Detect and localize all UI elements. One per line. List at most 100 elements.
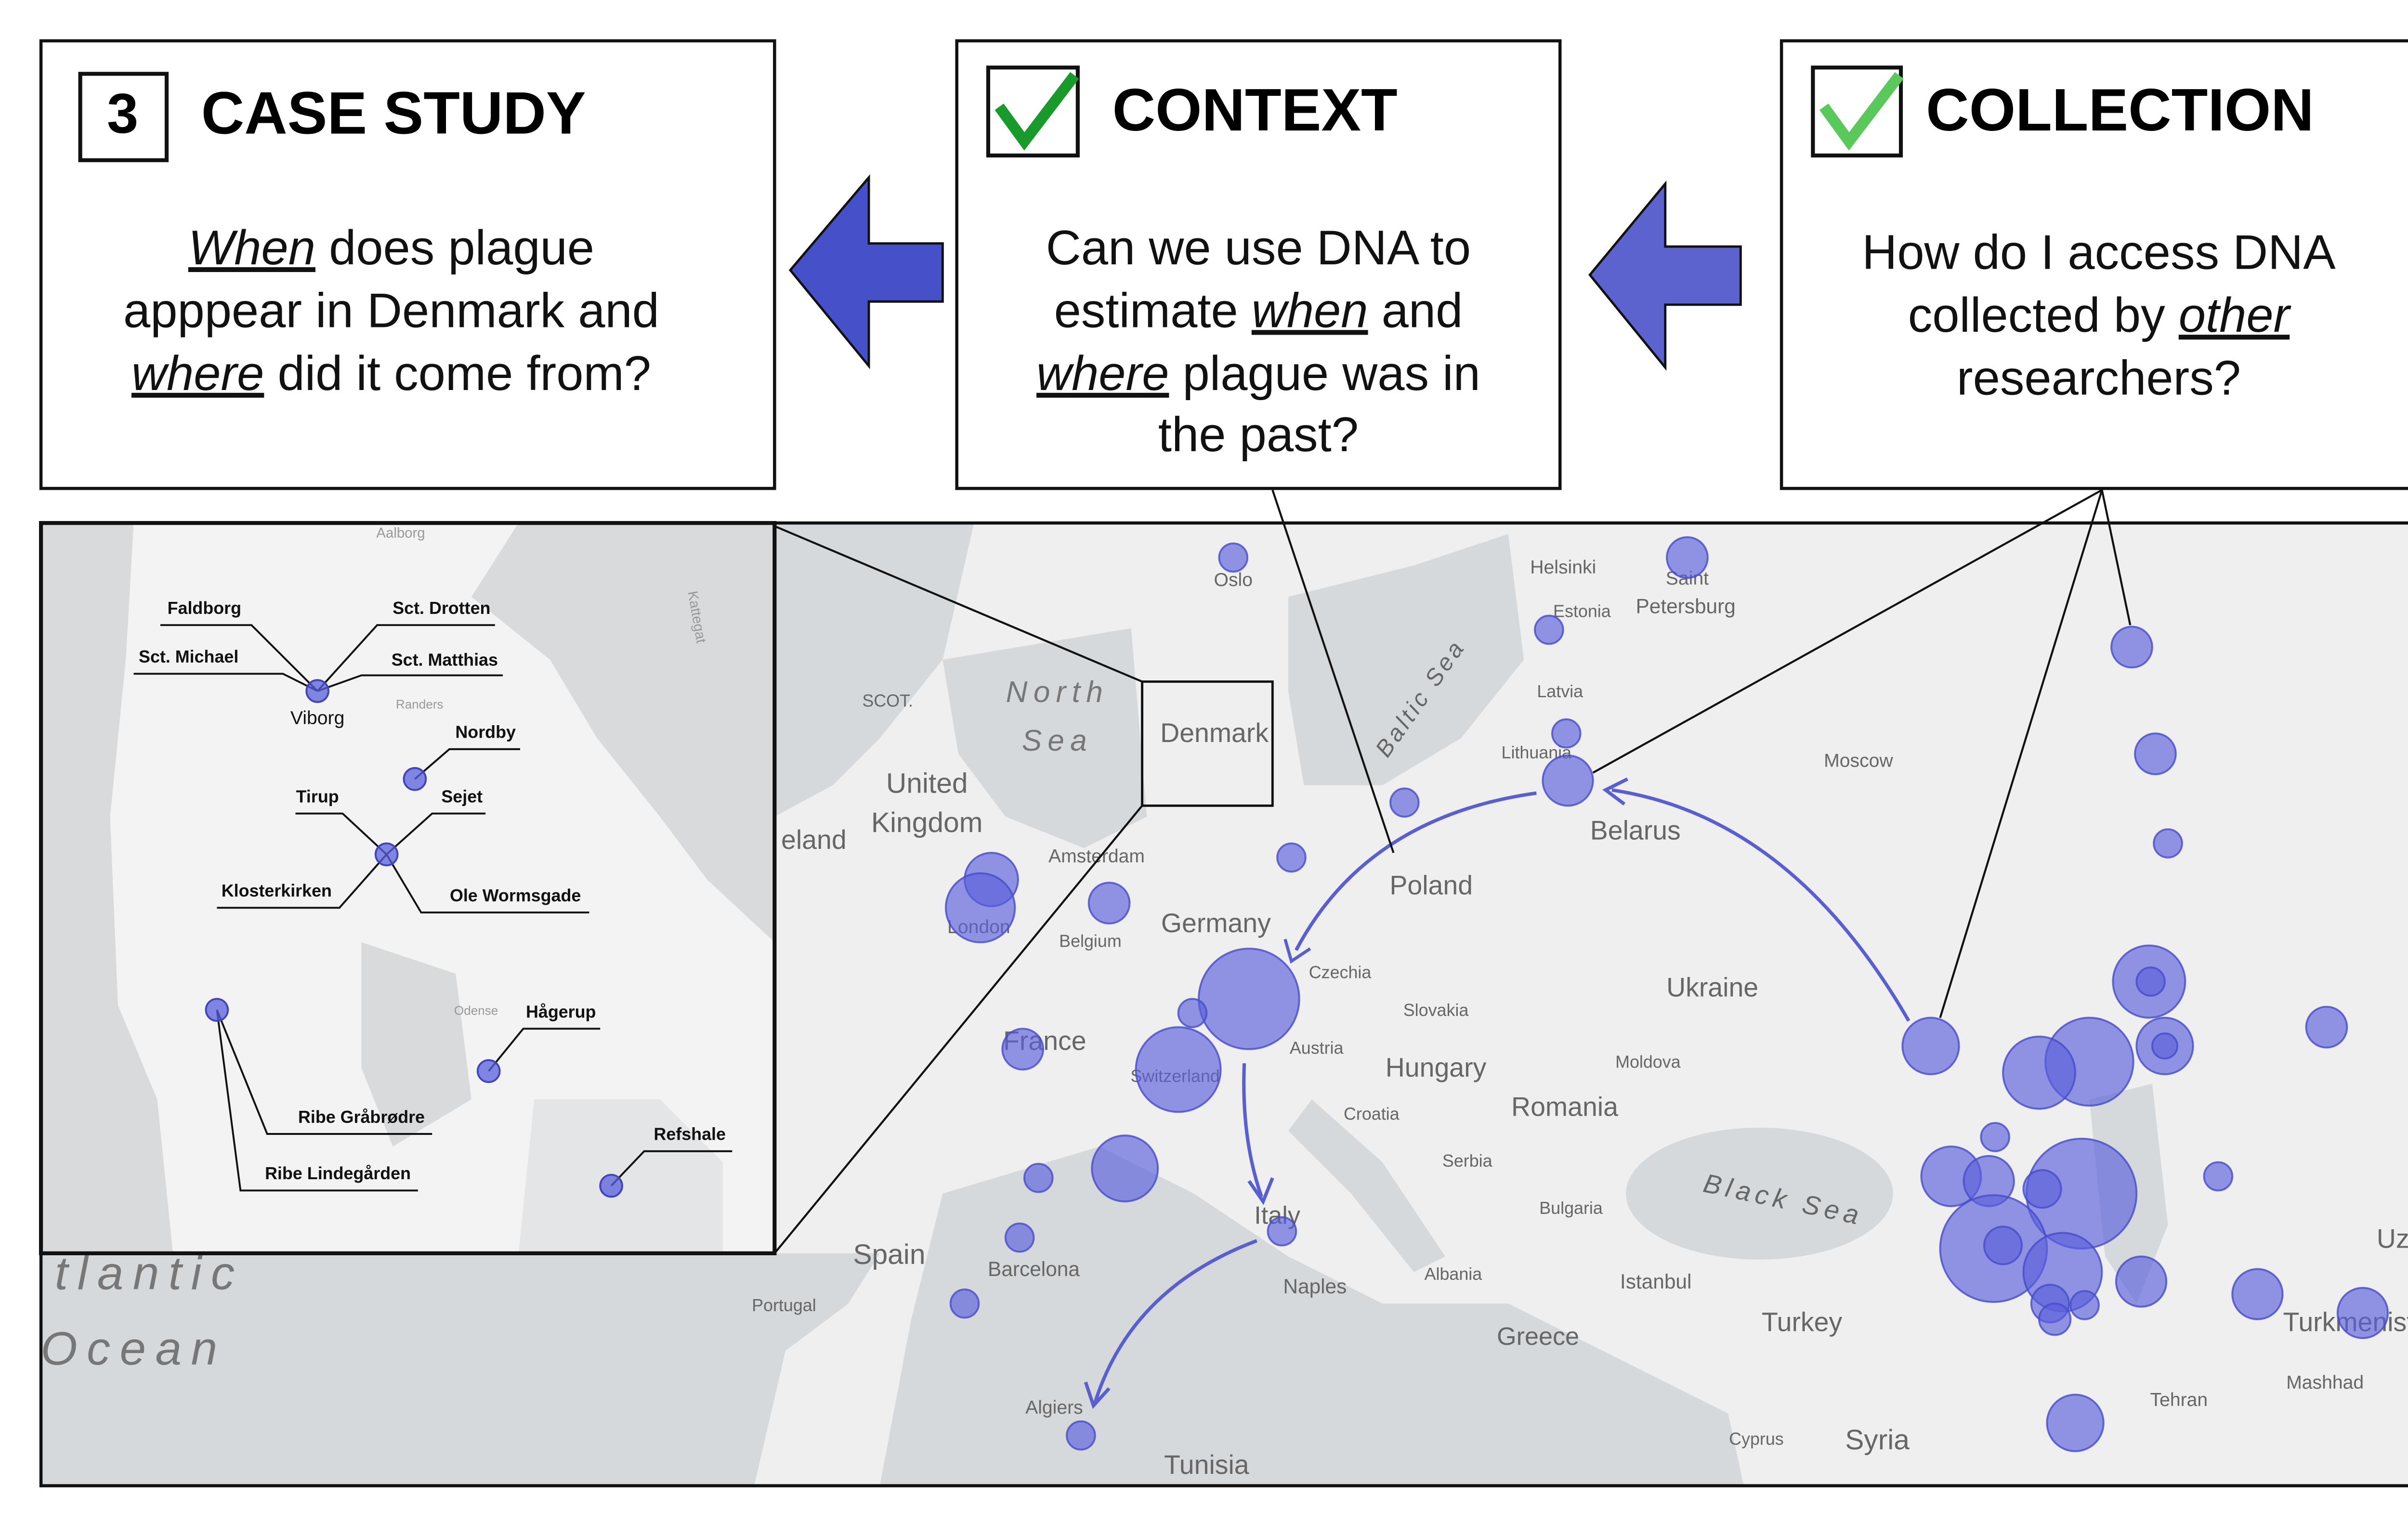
question-line: estimate when and (1054, 283, 1463, 338)
question-text: researchers? (1957, 351, 2241, 405)
map-label: Latvia (1537, 682, 1583, 701)
question-line: Can we use DNA to (1046, 221, 1471, 275)
map-label: Slovakia (1403, 1001, 1469, 1020)
sample-site (2069, 1290, 2100, 1320)
site-label: Sct. Matthias (392, 651, 498, 670)
question-text: when (1252, 283, 1368, 338)
sample-site (2038, 1302, 2072, 1336)
map-label: Albania (1425, 1264, 1482, 1284)
sample-site (1087, 882, 1131, 924)
sample-site (949, 1288, 980, 1319)
map-label: Estonia (1553, 602, 1611, 621)
sample-site (2305, 1005, 2348, 1049)
map-label: Hungary (1386, 1053, 1487, 1082)
sample-site (1276, 842, 1307, 873)
sample-site (1901, 1016, 1960, 1075)
sample-site (1198, 948, 1300, 1050)
question-text: When (188, 221, 315, 275)
sample-site (1066, 1420, 1096, 1451)
map-label: Germany (1161, 908, 1271, 938)
sample-site (1135, 1026, 1222, 1113)
site-label: Tirup (296, 787, 339, 806)
question-text: apppear in Denmark and (123, 283, 659, 338)
map-label: Poland (1389, 871, 1473, 900)
map-label: Serbia (1442, 1151, 1492, 1171)
question-text: other (2179, 288, 2292, 342)
inset-site (403, 767, 427, 791)
sample-site (2135, 966, 2166, 997)
sample-site (1004, 1222, 1035, 1253)
step-number: 3 (107, 82, 138, 145)
sample-site (1551, 718, 1582, 749)
site-label: Faldborg (168, 599, 241, 618)
question-text: did it come from? (264, 346, 651, 401)
inset-label: Randers (396, 697, 444, 711)
map-label: Amsterdam (1048, 846, 1145, 867)
question-line: apppear in Denmark and (123, 283, 659, 338)
map-label: Cyprus (1729, 1430, 1784, 1449)
site-label: Sejet (441, 787, 483, 806)
sample-site (1389, 787, 1420, 818)
question-text: collected by (1908, 288, 2179, 342)
question-text: where (131, 346, 264, 401)
site-label: Ole Wormsgade (450, 886, 581, 905)
site-label: Ribe Gråbrødre (298, 1107, 425, 1127)
map-label: Sea (1022, 724, 1093, 757)
question-text: the past? (1158, 407, 1359, 462)
map-label: Barcelona (988, 1258, 1080, 1280)
map-label: Tehran (2150, 1390, 2208, 1410)
map-label: SCOT. (862, 691, 913, 710)
question-text: Can we use DNA to (1046, 221, 1471, 275)
sample-site (1267, 1216, 1297, 1247)
sample-site (2151, 1032, 2179, 1060)
sample-site (1218, 542, 1249, 573)
inset-site (305, 679, 329, 703)
site-label: Klosterkirken (222, 881, 332, 900)
question-line: How do I access DNA (1862, 225, 2336, 279)
map-label: Spain (853, 1239, 925, 1270)
sample-site (944, 872, 1016, 944)
map-label: eland (781, 825, 847, 855)
inset-site (205, 998, 229, 1022)
sample-site (1091, 1134, 1159, 1203)
inset-site (476, 1059, 501, 1083)
sample-site (2231, 1268, 2284, 1320)
map-label: Syria (1845, 1424, 1910, 1456)
sample-site (1177, 998, 1208, 1028)
question-line: When does plague (188, 221, 594, 275)
panel-title: CASE STUDY (201, 80, 586, 146)
sample-site (1983, 1225, 2023, 1265)
inset-label: Viborg (290, 708, 344, 729)
sample-site (1023, 1163, 1054, 1193)
map-label: Moldova (1615, 1053, 1681, 1072)
sample-site (1534, 614, 1564, 645)
map-label: Uzb (2377, 1224, 2408, 1253)
map-label: Kingdom (871, 807, 983, 838)
inset-map (39, 521, 777, 1255)
panels: 3 (39, 39, 2408, 490)
sample-site (1542, 754, 1594, 807)
map-label: North (1006, 676, 1109, 709)
leader-lines (133, 624, 733, 1192)
map-label: Ocean (40, 1322, 226, 1375)
sample-site (2115, 1255, 2168, 1308)
map-label: Petersburg (1636, 595, 1735, 618)
question-text: does plague (315, 221, 594, 275)
panel-title: COLLECTION (1926, 77, 2314, 143)
map-label: Algiers (1025, 1397, 1083, 1418)
map-label: Mashhad (2286, 1372, 2364, 1393)
question-text: How do I access DNA (1862, 225, 2336, 279)
site-label: Sct. Drotten (393, 599, 490, 618)
map-label: Helsinki (1530, 557, 1596, 578)
map-label: United (886, 768, 968, 799)
inset-label: Aalborg (376, 525, 425, 541)
map-label: Moscow (1824, 750, 1893, 771)
map-label: Oslo (1214, 570, 1253, 590)
question-line: the past? (1158, 407, 1359, 462)
map-label: Istanbul (1620, 1270, 1691, 1293)
question-line: where did it come from? (131, 346, 651, 401)
map-label: Belarus (1590, 815, 1681, 845)
question-line: where plague was in (1036, 346, 1480, 401)
map-label: Romania (1511, 1092, 1618, 1121)
